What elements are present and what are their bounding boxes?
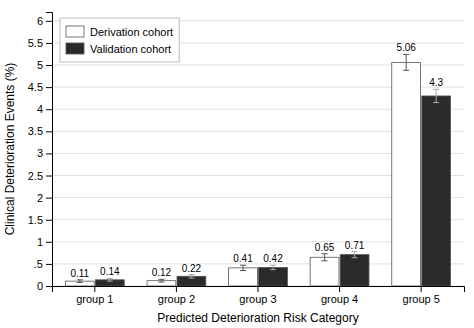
tick-label: group 4 xyxy=(321,293,358,305)
tick-label: 4 xyxy=(37,103,43,115)
tick: 1.5 xyxy=(28,214,52,226)
error-bar xyxy=(322,254,328,261)
tick-label: 5 xyxy=(37,59,43,71)
tick: .5 xyxy=(34,258,52,270)
data-label: 0.22 xyxy=(182,263,202,274)
tick-mark xyxy=(421,286,422,292)
legend-swatch xyxy=(66,26,84,37)
error-bar xyxy=(433,89,439,102)
tick-label: 0 xyxy=(37,280,43,292)
bar xyxy=(422,96,451,286)
x-axis: group 1 group 2 group 3 group 4 group 5 xyxy=(53,286,465,305)
tick: 0 xyxy=(37,280,52,292)
tick-label: .5 xyxy=(34,258,43,270)
data-label: 4.3 xyxy=(429,77,443,88)
tick: 2.5 xyxy=(28,170,52,182)
tick-label: 5.5 xyxy=(28,37,43,49)
error-bar xyxy=(158,279,164,282)
data-label: 0.11 xyxy=(70,268,89,279)
bar xyxy=(310,257,339,286)
tick-label: group 2 xyxy=(158,293,195,305)
tick: 4.5 xyxy=(28,81,52,93)
tick-mark xyxy=(46,242,52,243)
error-bar xyxy=(270,265,276,269)
legend: Derivation cohort Validation cohort xyxy=(60,18,179,62)
axis-line xyxy=(46,13,53,287)
tick-label: group 1 xyxy=(76,293,113,305)
tick: group 1 xyxy=(76,286,113,305)
tick-label: 2.5 xyxy=(28,170,43,182)
data-label: 0.65 xyxy=(315,242,335,253)
data-label: 5.06 xyxy=(396,42,416,53)
tick-mark xyxy=(46,43,52,44)
tick-mark xyxy=(176,286,177,292)
tick-label: 3 xyxy=(37,147,43,159)
tick: 6 xyxy=(37,15,52,27)
tick-mark xyxy=(46,286,52,287)
data-label: 0.41 xyxy=(233,253,253,264)
tick-mark xyxy=(46,87,52,88)
tick-label: 1.5 xyxy=(28,214,43,226)
tick-label: 6 xyxy=(37,15,43,27)
legend-label: Validation cohort xyxy=(90,43,171,55)
axis-line xyxy=(53,287,465,293)
tick-mark xyxy=(46,65,52,66)
tick: group 5 xyxy=(403,286,440,305)
error-bar xyxy=(240,265,246,270)
tick: 5 xyxy=(37,59,52,71)
data-labels: 0.11 0.12 0.41 0.65 5.06 0.14 0.22 0.42 0.71 4.3 xyxy=(70,42,443,278)
bar xyxy=(259,267,288,286)
tick: 2 xyxy=(37,192,52,204)
tick-mark xyxy=(46,264,52,265)
error-bar xyxy=(77,280,83,283)
tick: 5.5 xyxy=(28,37,52,49)
tick: 3 xyxy=(37,147,52,159)
tick-mark xyxy=(46,153,52,154)
data-label: 0.14 xyxy=(100,266,120,277)
tick-mark xyxy=(339,286,340,292)
tick-label: group 5 xyxy=(403,293,440,305)
bar xyxy=(340,255,369,286)
tick: group 2 xyxy=(158,286,195,305)
tick-label: 2 xyxy=(37,192,43,204)
tick-label: 4.5 xyxy=(28,81,43,93)
tick-mark xyxy=(46,109,52,110)
data-label: 0.71 xyxy=(345,240,365,251)
tick-label: 3.5 xyxy=(28,125,43,137)
tick: 4 xyxy=(37,103,52,115)
x-axis-title: Predicted Deterioration Risk Category xyxy=(157,311,358,325)
chart: 0.511.522.533.544.555.56group 1group 2gr… xyxy=(0,0,474,328)
error-bar xyxy=(403,54,409,70)
tick-label: 1 xyxy=(37,236,43,248)
tick: group 4 xyxy=(321,286,358,305)
tick: 1 xyxy=(37,236,52,248)
legend-label: Derivation cohort xyxy=(90,26,173,38)
error-bar xyxy=(107,278,113,281)
tick-mark xyxy=(46,131,52,132)
error-bar xyxy=(188,275,194,279)
data-label: 0.42 xyxy=(263,253,283,264)
y-axis-title: Clinical Deterioration Events (%) xyxy=(3,63,17,236)
tick-mark xyxy=(46,220,52,221)
legend-swatch xyxy=(66,43,84,54)
plot: 0.511.522.533.544.555.56group 1group 2gr… xyxy=(28,13,465,305)
marks xyxy=(65,54,450,286)
tick-mark xyxy=(46,176,52,177)
legend-frame xyxy=(60,18,179,62)
tick-label: group 3 xyxy=(239,293,276,305)
bar xyxy=(392,62,421,286)
data-label: 0.12 xyxy=(152,267,172,278)
tick-mark xyxy=(258,286,259,292)
tick-mark xyxy=(46,198,52,199)
y-axis: 0 .5 1 1.5 2 2.5 3 3.5 4 4.5 5 5.5 6 xyxy=(28,13,53,293)
error-bar xyxy=(352,252,358,258)
tick-mark xyxy=(46,21,52,22)
tick: group 3 xyxy=(239,286,276,305)
tick-mark xyxy=(94,286,95,292)
tick: 3.5 xyxy=(28,125,52,137)
